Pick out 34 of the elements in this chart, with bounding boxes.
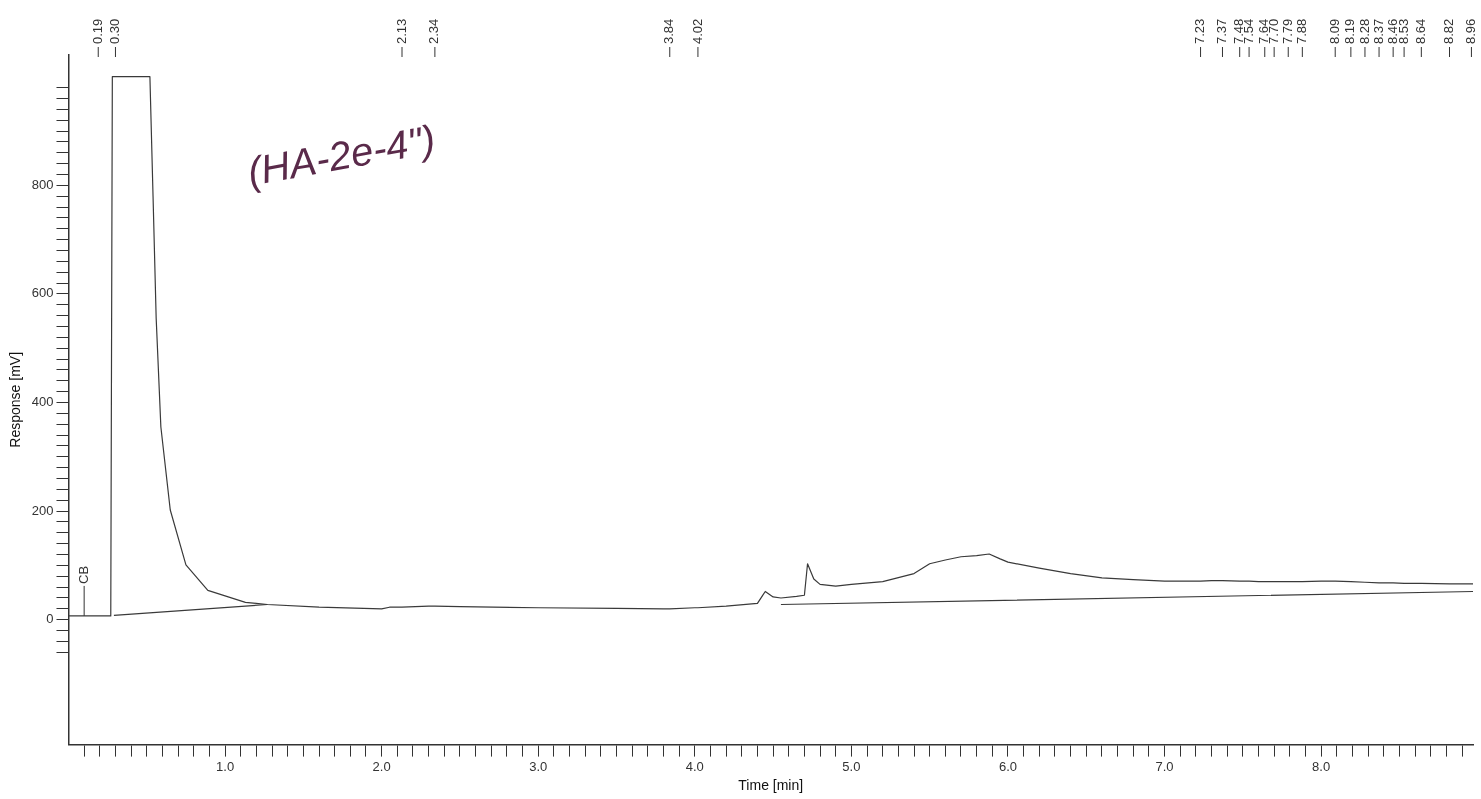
x-tick-label: 3.0 xyxy=(529,758,548,774)
ref-line-label: 7.37 xyxy=(1214,18,1230,44)
ref-line-label: 8.09 xyxy=(1326,18,1342,44)
y-tick-label: 200 xyxy=(31,502,54,518)
y-tick-label: 0 xyxy=(46,611,54,627)
ref-line-label: 8.96 xyxy=(1463,18,1479,44)
ref-line-label: 8.37 xyxy=(1370,18,1386,44)
ref-line-label: 0.30 xyxy=(107,18,123,44)
x-tick-label: 5.0 xyxy=(842,758,861,774)
ref-line-label: 7.23 xyxy=(1192,18,1208,44)
x-tick-label: 1.0 xyxy=(216,758,235,774)
x-tick-label: 6.0 xyxy=(998,758,1017,774)
ref-line-label: 7.79 xyxy=(1279,18,1295,44)
ref-line-label: 8.82 xyxy=(1441,18,1457,44)
y-tick-label: 800 xyxy=(31,176,54,192)
x-tick-label: 8.0 xyxy=(1312,758,1331,774)
y-tick-label: 400 xyxy=(31,394,54,410)
x-tick-label: 4.0 xyxy=(685,758,704,774)
ref-line-label: 3.84 xyxy=(661,18,677,44)
x-tick-label: 2.0 xyxy=(372,758,391,774)
ref-line-label: 8.28 xyxy=(1356,18,1372,44)
ref-line-label: 8.46 xyxy=(1384,18,1400,44)
x-tick-label: 7.0 xyxy=(1155,758,1174,774)
ref-line-label: 8.19 xyxy=(1342,18,1358,44)
ref-line-label: 7.88 xyxy=(1293,18,1309,44)
ref-line-label: 0.19 xyxy=(89,18,105,44)
ref-line-label: 2.34 xyxy=(426,18,442,44)
ref-line-label: 2.13 xyxy=(393,18,409,44)
y-axis-title: Response [mV] xyxy=(7,351,24,448)
x-axis-title: Time [min] xyxy=(738,777,804,794)
ref-line-label: 8.64 xyxy=(1412,18,1428,44)
annotation: CB xyxy=(75,565,91,584)
ref-line-label: 4.02 xyxy=(689,18,705,44)
y-tick-label: 600 xyxy=(31,285,54,301)
